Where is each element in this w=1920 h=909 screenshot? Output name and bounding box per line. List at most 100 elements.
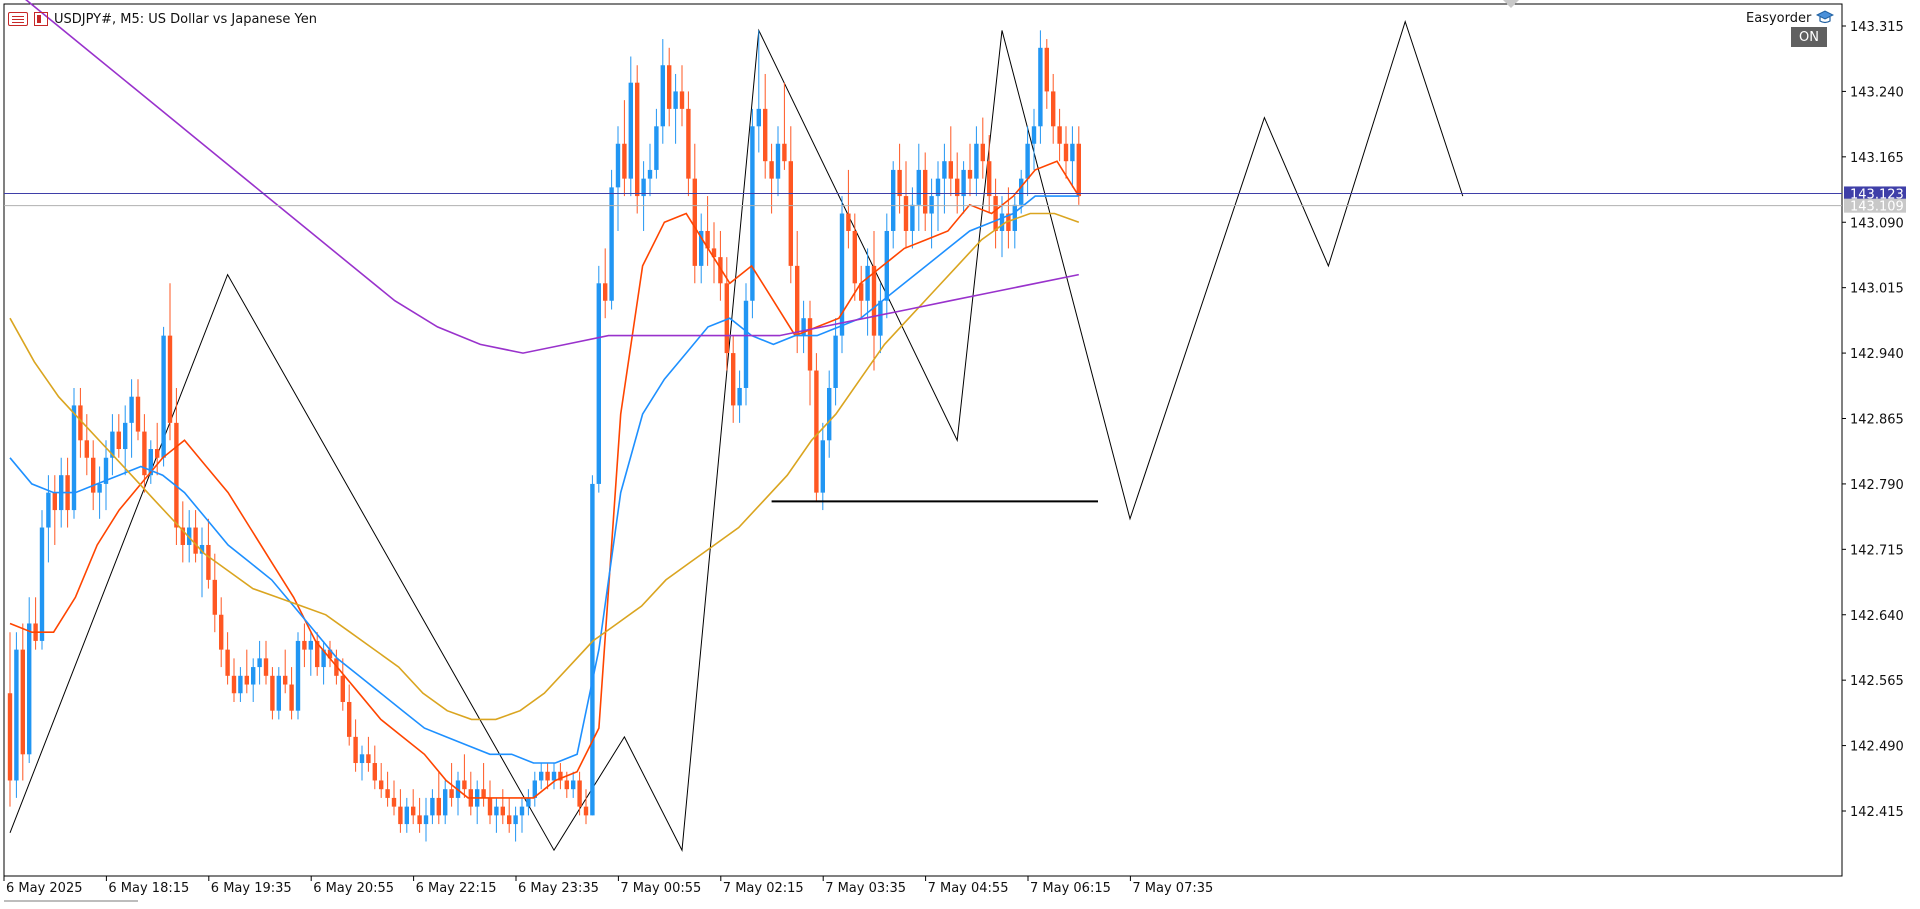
candle-body <box>1006 213 1011 231</box>
candle-body <box>411 806 416 816</box>
moving-average-line <box>9 212 1080 721</box>
candle-body <box>750 126 755 301</box>
candle-body <box>110 431 115 458</box>
candle-body <box>705 230 710 249</box>
candle-body <box>443 789 448 816</box>
candle-body <box>276 675 281 711</box>
candle-body <box>903 196 909 231</box>
x-tick-label: 7 May 02:15 <box>723 881 804 896</box>
candle-body <box>859 283 864 301</box>
candle-body <box>878 300 883 336</box>
candle-body <box>359 754 365 764</box>
candle-body <box>513 815 518 825</box>
candle-body <box>910 204 915 231</box>
candle-body <box>270 675 275 711</box>
candle-body <box>84 440 89 458</box>
candle-body <box>699 230 704 266</box>
candle-body <box>257 658 262 668</box>
candle-body <box>308 640 313 650</box>
chart-title-bar: USDJPY#, M5: US Dollar vs Japanese Yen <box>8 9 317 29</box>
candle-body <box>590 483 595 816</box>
candle-body <box>283 675 288 685</box>
x-tick-label: 7 May 04:55 <box>928 881 1009 896</box>
x-tick-label: 6 May 20:55 <box>313 881 394 896</box>
candle-body <box>1057 126 1062 144</box>
candle-body <box>641 178 646 197</box>
candle-body <box>724 283 729 354</box>
candle-body <box>846 213 851 231</box>
candle-body <box>449 789 454 798</box>
candle-body <box>839 213 845 336</box>
x-tick-label: 6 May 18:15 <box>108 881 189 896</box>
candle-body <box>852 230 857 284</box>
x-tick-label: 7 May 03:35 <box>825 881 906 896</box>
candle-body <box>142 431 147 476</box>
candle-body <box>398 806 403 825</box>
candle-body <box>891 169 896 231</box>
candle-body <box>923 169 928 214</box>
candle-body <box>577 780 582 807</box>
candle-body <box>654 126 659 170</box>
y-tick-label: 142.490 <box>1850 740 1904 755</box>
candle-body <box>935 178 941 197</box>
x-tick-label: 6 May 22:15 <box>416 881 497 896</box>
candle-body <box>423 815 429 825</box>
candle-body <box>647 169 653 179</box>
shift-marker-icon[interactable] <box>1503 0 1519 8</box>
candle-body <box>155 449 160 458</box>
candle-body <box>295 640 301 711</box>
candle-body <box>519 806 525 816</box>
candle-body <box>807 318 813 371</box>
candle-body <box>718 257 723 284</box>
candle-body <box>814 370 819 493</box>
x-tick-label: 6 May 19:35 <box>211 881 292 896</box>
candle-body <box>711 248 717 258</box>
chart-type-icon[interactable] <box>34 12 48 26</box>
candle-body <box>532 780 537 798</box>
candle-body <box>635 82 640 197</box>
candle-body <box>500 806 505 816</box>
chart-menu-icon[interactable] <box>8 12 28 26</box>
candle-body <box>1019 178 1024 205</box>
candle-body <box>827 387 832 441</box>
candle-body <box>622 143 627 179</box>
candle-body <box>71 405 77 511</box>
candle-body <box>615 143 621 188</box>
y-tick-label: 143.015 <box>1850 282 1904 297</box>
candle-body <box>174 422 179 528</box>
candle-body <box>436 797 441 816</box>
candle-body <box>871 265 877 336</box>
candle-body <box>596 283 601 484</box>
bid-price-tag-bg <box>1844 186 1906 201</box>
x-tick-label: 7 May 00:55 <box>620 881 701 896</box>
candle-body <box>942 161 947 179</box>
candle-body <box>673 91 678 109</box>
candle-body <box>27 623 32 755</box>
x-tick-label: 6 May 2025 <box>6 881 83 896</box>
candle-body <box>193 527 198 554</box>
candle-body <box>795 265 800 336</box>
candle-body <box>737 387 742 406</box>
candle-body <box>366 754 371 764</box>
y-tick-label: 142.640 <box>1850 609 1904 624</box>
candle-body <box>955 178 960 197</box>
ea-status-button[interactable]: ON <box>1791 27 1827 47</box>
candle-body <box>39 527 45 641</box>
candle-body <box>507 815 512 825</box>
candle-body <box>929 196 934 214</box>
candle-body <box>116 431 121 450</box>
expert-advisor-name: Easyorder <box>1746 11 1812 26</box>
moving-average-line <box>25 0 1079 354</box>
candle-body <box>91 457 96 493</box>
candle-body <box>667 65 672 109</box>
candle-body <box>379 780 384 790</box>
candle-body <box>148 449 153 476</box>
candle-body <box>743 300 749 388</box>
candle-body <box>251 667 256 685</box>
candle-body <box>135 396 141 432</box>
x-tick-label: 7 May 06:15 <box>1030 881 1111 896</box>
candle-body <box>974 143 979 179</box>
candle-body <box>603 283 608 301</box>
